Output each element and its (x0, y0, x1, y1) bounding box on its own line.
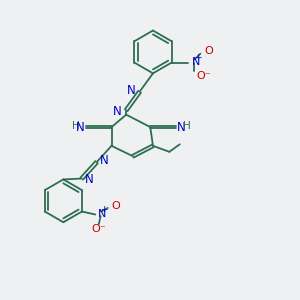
Text: N: N (113, 105, 122, 118)
Text: O⁻: O⁻ (91, 224, 106, 234)
Text: N: N (98, 208, 106, 219)
Text: +: + (194, 53, 201, 62)
Text: O: O (111, 202, 120, 212)
Text: N: N (85, 173, 94, 186)
Text: N: N (177, 121, 186, 134)
Text: H: H (72, 121, 80, 130)
Text: H: H (183, 121, 191, 130)
Text: N: N (127, 84, 135, 97)
Text: +: + (100, 205, 108, 214)
Text: O⁻: O⁻ (196, 71, 211, 81)
Text: O: O (204, 46, 213, 56)
Text: N: N (76, 121, 85, 134)
Text: N: N (191, 57, 200, 67)
Text: N: N (100, 154, 109, 167)
